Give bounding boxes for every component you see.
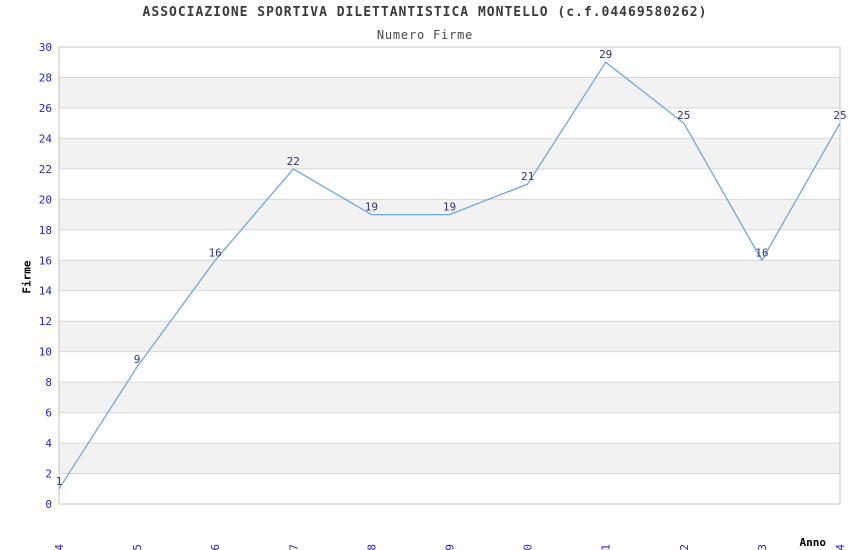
x-tick-label: 2020	[522, 544, 535, 550]
y-tick-label: 10	[39, 346, 52, 359]
x-tick-label: 2015	[131, 544, 144, 550]
data-point-label: 25	[677, 109, 690, 122]
y-tick-label: 14	[39, 285, 53, 298]
y-tick-label: 22	[39, 163, 52, 176]
grid-band	[59, 138, 840, 169]
data-point-label: 29	[599, 48, 612, 61]
x-tick-label: 2024	[834, 544, 847, 550]
chart-title: ASSOCIAZIONE SPORTIVA DILETTANTISTICA MO…	[142, 5, 708, 20]
y-axis-label: Firme	[20, 260, 34, 294]
y-tick-label: 8	[45, 376, 52, 389]
grid-band	[59, 443, 840, 474]
data-point-label: 19	[443, 201, 456, 214]
y-tick-label: 16	[39, 254, 52, 267]
x-tick-label: 2017	[287, 544, 300, 550]
x-tick-label: 2021	[600, 544, 613, 550]
x-tick-label: 2018	[365, 544, 378, 550]
x-tick-label: 2023	[756, 544, 769, 550]
y-tick-label: 28	[39, 72, 52, 85]
plot-border	[58, 46, 841, 505]
data-point-label: 16	[755, 246, 768, 259]
y-tick-label: 12	[39, 315, 52, 328]
x-tick-label: 2019	[444, 544, 457, 550]
grid-band	[59, 321, 840, 352]
y-tick-label: 24	[39, 132, 53, 145]
data-point-label: 16	[209, 246, 222, 259]
x-tick-label: 2016	[209, 544, 222, 550]
grid-band	[59, 382, 840, 413]
chart-subtitle: Numero Firme	[376, 28, 474, 42]
data-point-label: 25	[833, 109, 846, 122]
grid-band	[59, 260, 840, 291]
y-tick-label: 26	[39, 102, 52, 115]
data-line	[58, 61, 841, 490]
data-point-label: 19	[365, 201, 378, 214]
data-point-label: 22	[287, 155, 300, 168]
grid-band	[59, 77, 840, 108]
y-tick-label: 18	[39, 224, 52, 237]
y-tick-label: 4	[45, 437, 52, 450]
y-tick-label: 6	[45, 407, 52, 420]
data-point-label: 1	[56, 475, 63, 488]
y-tick-label: 20	[39, 193, 52, 206]
x-axis-label: Anno	[799, 536, 827, 549]
y-tick-label: 2	[45, 468, 52, 481]
y-tick-label: 30	[39, 41, 52, 54]
y-tick-label: 0	[45, 498, 52, 511]
x-tick-label: 2014	[53, 544, 66, 550]
data-point-label: 9	[134, 353, 141, 366]
data-point-label: 21	[521, 170, 534, 183]
